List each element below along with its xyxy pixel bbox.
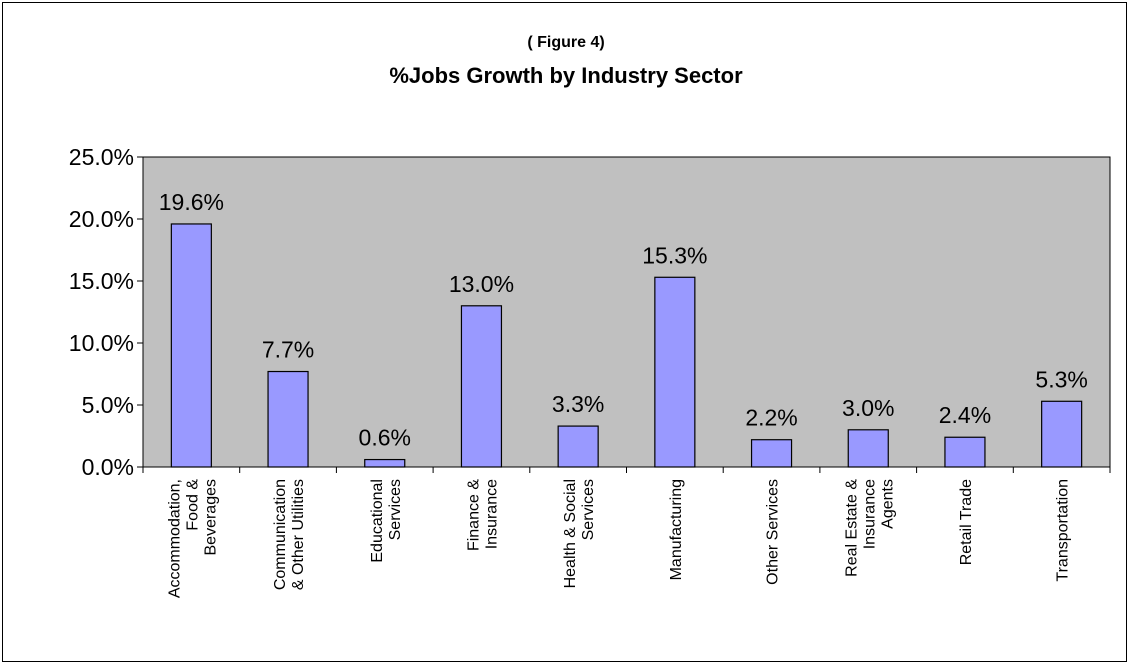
bars-group — [170, 223, 1083, 468]
bar — [267, 370, 309, 468]
category-label-line: Educational — [369, 479, 386, 563]
y-axis: 0.0% 5.0% 10.0% 15.0% 20.0% 25.0% — [69, 144, 144, 480]
bar — [750, 439, 793, 468]
category-label-line: Real Estate & — [843, 479, 860, 577]
category-label-line: Beverages — [202, 479, 219, 556]
bar — [460, 305, 503, 468]
x-axis — [142, 466, 1111, 473]
category-label-line: Manufacturing — [668, 479, 685, 580]
category-label-text: Retail Trade — [958, 479, 975, 565]
data-label: 3.3% — [552, 391, 604, 417]
category-label: EducationalServices — [369, 479, 404, 563]
bar — [557, 425, 599, 468]
category-label-text: Transportation — [1055, 479, 1072, 582]
category-label: Other Services — [765, 479, 782, 585]
bar — [364, 458, 406, 468]
data-label: 2.4% — [939, 402, 991, 428]
category-label-line: Agents — [879, 479, 896, 529]
category-label-text: Health & SocialServices — [562, 479, 597, 588]
bar — [944, 436, 986, 468]
data-label: 5.3% — [1035, 366, 1087, 392]
data-label: 15.3% — [642, 242, 707, 268]
category-label-line: Retail Trade — [958, 479, 975, 565]
category-labels-group: Accommodation,Food &Beverages Communicati… — [166, 479, 1071, 599]
data-label: 0.6% — [359, 425, 411, 451]
chart-title: %Jobs Growth by Industry Sector — [389, 63, 743, 88]
category-label-text: Communication& Other Utilities — [272, 479, 307, 590]
category-label: Real Estate &InsuranceAgents — [843, 479, 896, 577]
category-label-line: Services — [387, 479, 404, 540]
category-label-line: Insurance — [483, 479, 500, 549]
data-label: 3.0% — [842, 395, 894, 421]
category-label-line: Insurance — [861, 479, 878, 549]
category-label-line: Services — [580, 479, 597, 540]
category-label: Manufacturing — [668, 479, 685, 580]
data-label: 7.7% — [262, 337, 314, 363]
category-label-line: & Other Utilities — [290, 479, 307, 590]
bar — [847, 429, 889, 468]
bar — [654, 276, 696, 468]
data-label: 2.2% — [745, 405, 797, 431]
category-label: Accommodation,Food &Beverages — [166, 479, 219, 598]
category-label-text: EducationalServices — [369, 479, 404, 563]
bar — [170, 223, 212, 468]
category-label-line: Health & Social — [562, 479, 579, 588]
bar — [1041, 400, 1083, 468]
y-tick-label: 5.0% — [82, 392, 134, 418]
category-label-line: Finance & — [465, 479, 482, 551]
category-label-text: Real Estate &InsuranceAgents — [843, 479, 896, 577]
data-label: 13.0% — [449, 271, 514, 297]
y-tick-label: 0.0% — [82, 454, 134, 480]
category-label-line: Transportation — [1055, 479, 1072, 582]
category-label-line: Communication — [272, 479, 289, 590]
data-label: 19.6% — [159, 189, 224, 215]
category-label: Retail Trade — [958, 479, 975, 565]
category-label-line: Food & — [184, 479, 201, 531]
category-label: Health & SocialServices — [562, 479, 597, 588]
category-label: Transportation — [1055, 479, 1072, 582]
y-tick-label: 15.0% — [69, 268, 134, 294]
category-label-text: Manufacturing — [668, 479, 685, 580]
y-tick-label: 25.0% — [69, 144, 134, 170]
data-labels-group: 19.6% 7.7% 0.6% 13.0% 3.3% 15.3% 2.2% 3.0% 2.4% 5… — [159, 189, 1088, 451]
y-tick-label: 20.0% — [69, 206, 134, 232]
category-label-text: Accommodation,Food &Beverages — [166, 479, 219, 598]
category-label: Communication& Other Utilities — [272, 479, 307, 590]
chart-subtitle: ( Figure 4) — [527, 34, 604, 51]
y-tick-label: 10.0% — [69, 330, 134, 356]
category-label-line: Accommodation, — [166, 479, 183, 598]
category-label-text: Finance &Insurance — [465, 479, 500, 551]
category-label-text: Other Services — [765, 479, 782, 585]
category-label-line: Other Services — [765, 479, 782, 585]
category-label: Finance &Insurance — [465, 479, 500, 551]
